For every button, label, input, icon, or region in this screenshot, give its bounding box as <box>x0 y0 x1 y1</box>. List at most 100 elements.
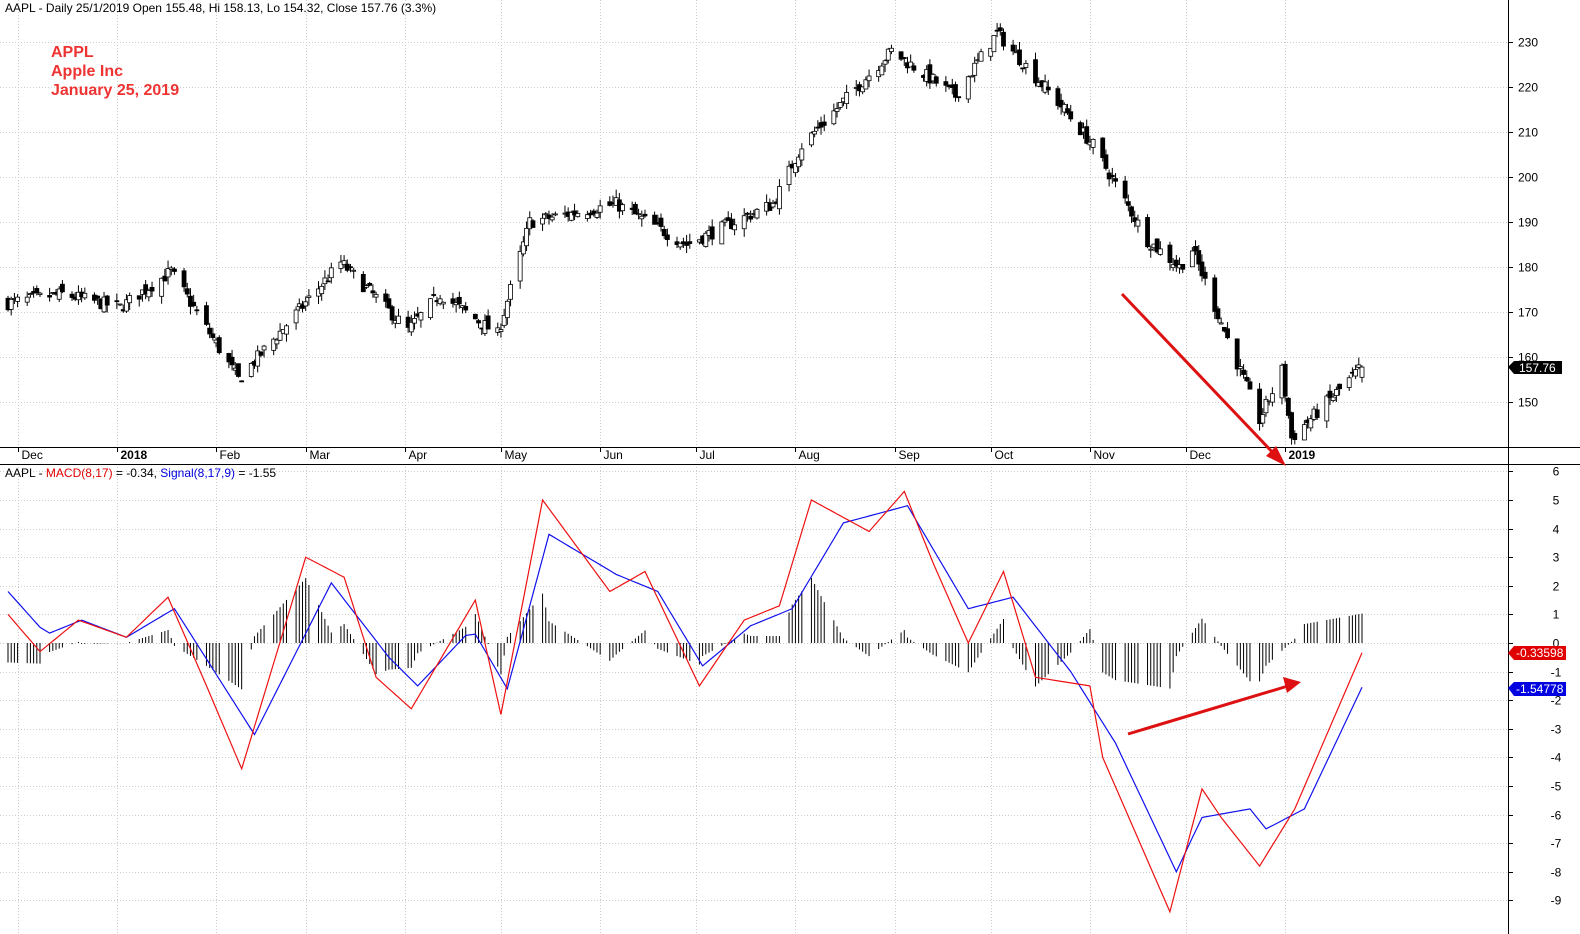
candle <box>1202 266 1208 286</box>
candle-body <box>149 286 155 292</box>
candle <box>1061 102 1067 117</box>
candle-body <box>1324 395 1330 422</box>
candle-body <box>889 47 894 53</box>
candle-body <box>1061 104 1067 113</box>
candle <box>181 267 187 292</box>
candle <box>636 208 641 220</box>
candle <box>172 267 177 275</box>
candle-body <box>504 300 510 319</box>
candle <box>901 57 907 66</box>
candle <box>351 267 357 279</box>
candle <box>1001 28 1006 51</box>
candle <box>834 102 840 118</box>
candle-body <box>338 261 344 269</box>
candle-body <box>1356 364 1362 368</box>
candle <box>1154 238 1160 254</box>
candle <box>194 305 200 316</box>
candle-body <box>1020 67 1026 70</box>
candle <box>159 277 165 304</box>
candle <box>988 47 994 61</box>
macd-ytick-label: -5 <box>1551 780 1562 794</box>
candle <box>812 126 818 138</box>
candle <box>809 131 814 148</box>
candle <box>703 231 709 248</box>
candle <box>127 292 133 310</box>
candle-body <box>162 275 168 282</box>
candle-body <box>1109 174 1115 178</box>
candle <box>796 154 802 173</box>
candle-body <box>1333 389 1339 396</box>
candle-body <box>729 218 734 230</box>
candle-body <box>652 214 657 225</box>
candle <box>530 219 536 228</box>
macd-header-prefix: AAPL - <box>5 466 46 480</box>
candle <box>114 293 120 309</box>
candle-body <box>1289 412 1294 439</box>
candle-body <box>597 205 603 213</box>
candle-body <box>1215 308 1221 320</box>
candle <box>898 51 904 62</box>
candle-body <box>472 313 478 320</box>
candle-body <box>1001 31 1006 47</box>
candle <box>517 245 523 289</box>
candle <box>793 163 798 177</box>
candle <box>216 335 222 355</box>
macd-ytick-label: 1 <box>1553 608 1560 622</box>
candle <box>1020 67 1026 73</box>
candle <box>456 291 462 309</box>
candle-body <box>1090 139 1096 148</box>
candle <box>184 282 190 298</box>
macd-ytick-label: -8 <box>1551 866 1562 880</box>
candle <box>770 199 776 209</box>
candle-body <box>1241 369 1246 375</box>
candle <box>1244 370 1250 383</box>
candle-body <box>777 186 782 210</box>
candle <box>463 302 469 314</box>
candle-body <box>127 295 133 304</box>
candle <box>1196 244 1202 271</box>
candle-body <box>181 270 187 288</box>
candle-body <box>1196 250 1202 265</box>
macd-ytick-label: 3 <box>1553 551 1560 565</box>
candle <box>15 294 21 308</box>
candle <box>1132 210 1138 228</box>
candle <box>1289 411 1294 445</box>
candle-body <box>24 296 30 303</box>
candle-body <box>1125 201 1131 206</box>
candle-body <box>284 325 289 335</box>
price-ytick-label: 200 <box>1518 171 1538 185</box>
candle <box>124 294 129 314</box>
candle-body <box>364 285 369 288</box>
candle-body <box>191 301 197 307</box>
candle <box>476 318 481 329</box>
candle <box>821 114 827 132</box>
candle <box>524 221 529 252</box>
candle <box>412 311 417 330</box>
candle <box>165 260 171 285</box>
candle-body <box>1154 238 1160 253</box>
candle <box>584 210 590 222</box>
candle-body <box>709 226 715 240</box>
candle <box>863 76 869 90</box>
candle <box>933 75 939 87</box>
candle-body <box>386 298 392 309</box>
candle-body <box>831 110 837 125</box>
candle <box>431 286 437 298</box>
candle-body <box>216 337 222 354</box>
candle-body <box>552 213 558 216</box>
candle-body <box>485 315 491 330</box>
candle <box>1180 264 1186 274</box>
candle <box>274 337 280 350</box>
candle <box>364 284 369 289</box>
candle-body <box>293 309 299 324</box>
candle-body <box>754 208 760 219</box>
candle <box>1356 357 1362 370</box>
candle-body <box>1308 418 1314 429</box>
candle <box>943 76 949 92</box>
candle <box>1058 93 1064 115</box>
candle <box>271 337 277 356</box>
candle <box>210 327 216 341</box>
candle-body <box>978 51 984 62</box>
